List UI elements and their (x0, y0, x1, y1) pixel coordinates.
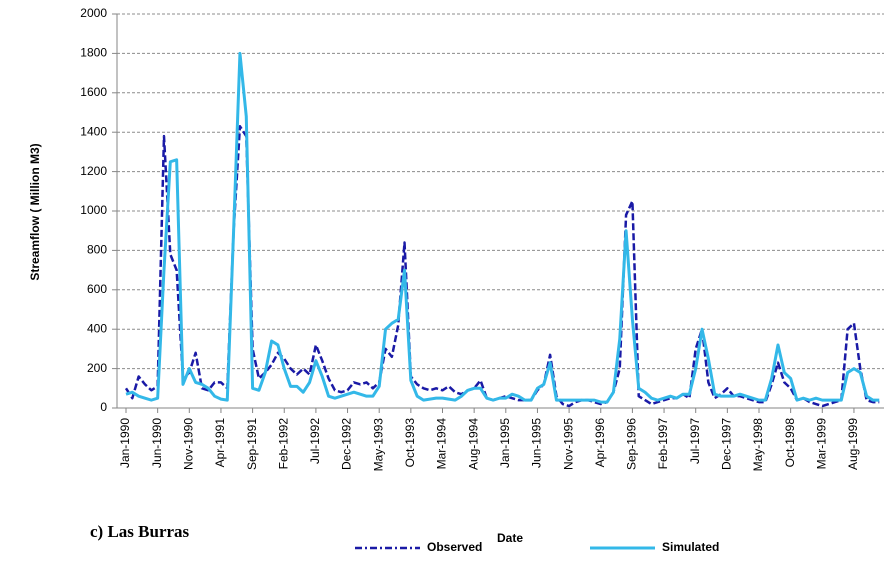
x-tick-label: Dec-1992 (340, 418, 354, 470)
x-tick-label: Jan-1995 (498, 418, 512, 468)
series-line (125, 51, 880, 404)
x-tick-label: Oct-1998 (783, 418, 797, 468)
y-tick-label: 1400 (80, 124, 107, 138)
y-tick-label: 1000 (80, 203, 107, 217)
y-tick-label: 200 (87, 361, 107, 375)
x-tick-label: Jan-1990 (118, 418, 132, 468)
x-tick-label: Jul-1997 (688, 418, 702, 464)
y-tick-label: 1200 (80, 164, 107, 178)
x-tick-label: Feb-1997 (656, 418, 670, 470)
y-tick-label: 1800 (80, 46, 107, 60)
x-axis-title: Date (497, 531, 523, 545)
y-tick-label: 2000 (80, 6, 107, 20)
y-tick-label: 600 (87, 282, 107, 296)
y-tick-label: 0 (100, 400, 107, 414)
x-tick-label: Aug-1999 (846, 418, 860, 470)
x-tick-label: Dec-1997 (720, 418, 734, 470)
legend-label: Simulated (662, 540, 719, 554)
series-line (124, 125, 880, 408)
x-tick-label: May-1993 (371, 418, 385, 472)
x-tick-label: Jun-1990 (150, 418, 164, 468)
x-tick-label: Apr-1996 (593, 418, 607, 468)
x-tick-label: Nov-1990 (181, 418, 195, 470)
x-tick-label: Mar-1999 (814, 418, 828, 470)
x-tick-label: Jun-1995 (530, 418, 544, 468)
x-tick-label: Sep-1996 (625, 418, 639, 470)
x-tick-label: May-1998 (751, 418, 765, 472)
y-tick-label: 800 (87, 243, 107, 257)
x-tick-label: Feb-1992 (276, 418, 290, 470)
y-tick-label: 400 (87, 321, 107, 335)
x-tick-label: Apr-1991 (213, 418, 227, 468)
y-tick-label: 1600 (80, 85, 107, 99)
legend-label: Observed (427, 540, 482, 554)
x-tick-label: Sep-1991 (245, 418, 259, 470)
x-tick-label: Nov-1995 (561, 418, 575, 470)
x-tick-label: Mar-1994 (435, 418, 449, 470)
x-tick-label: Oct-1993 (403, 418, 417, 468)
y-axis-title: Streamflow ( Million M3) (28, 143, 42, 280)
x-tick-label: Aug-1994 (466, 418, 480, 470)
caption: c) Las Burras (90, 522, 190, 541)
x-tick-label: Jul-1992 (308, 418, 322, 464)
